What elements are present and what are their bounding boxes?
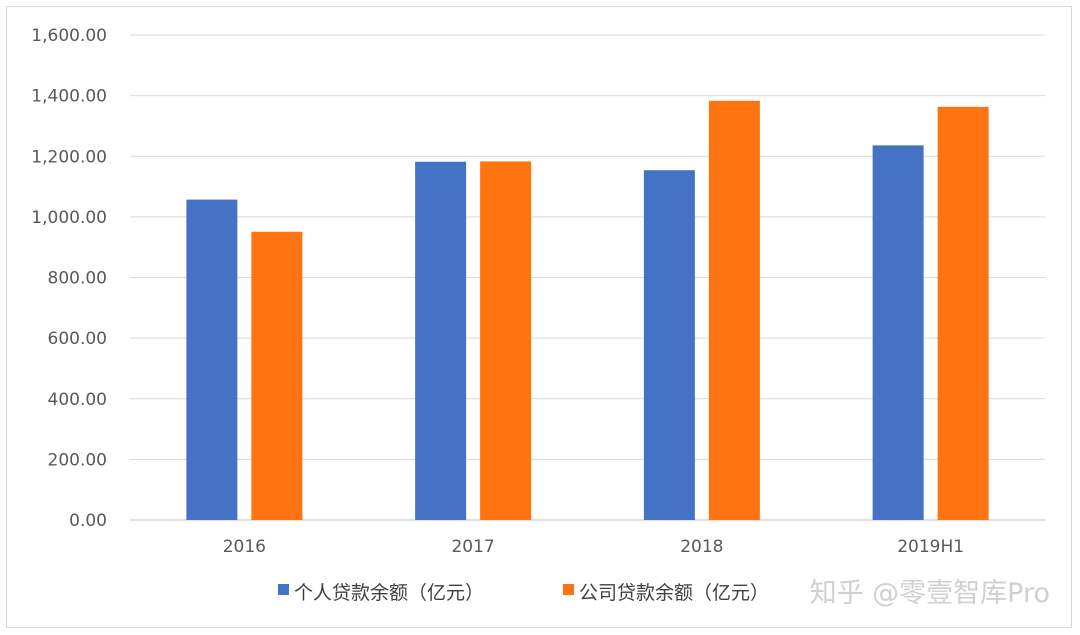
bar-2016-personal: [186, 199, 238, 521]
bar-2018-personal: [643, 170, 695, 520]
y-tick-label: 200.00: [48, 450, 107, 470]
y-tick-label: 600.00: [48, 329, 107, 349]
y-tick-label: 1,200.00: [31, 147, 107, 167]
y-tick-label: 1,400.00: [31, 87, 107, 107]
y-tick-label: 1,000.00: [31, 208, 107, 228]
legend-swatch: [278, 584, 289, 595]
watermark: 知乎 @零壹智库Pro: [810, 578, 1050, 609]
y-tick-label: 800.00: [48, 269, 107, 289]
bar-2017-personal: [415, 161, 467, 521]
y-axis-ticks: 0.00 200.00 400.00 600.00 800.00 1,000.00 1,20…: [31, 26, 107, 531]
bar-2017-corporate: [480, 161, 532, 520]
y-tick-label: 1,600.00: [31, 26, 107, 46]
y-tick-label: 0.00: [69, 511, 107, 531]
x-tick-label: 2016: [223, 537, 266, 557]
y-tick-label: 400.00: [48, 390, 107, 410]
legend-label: 公司贷款余额（亿元）: [579, 582, 769, 604]
legend-swatch: [563, 584, 574, 595]
bar-2016-corporate: [251, 231, 303, 520]
x-axis-ticks: 2016 2017 2018 2019H1: [223, 537, 964, 557]
x-tick-label: 2018: [680, 537, 723, 557]
bar-2019H1-corporate: [937, 106, 989, 520]
bar-2018-corporate: [708, 100, 760, 520]
bars: [186, 100, 989, 521]
x-tick-label: 2017: [451, 537, 494, 557]
bar-2019H1-personal: [872, 145, 924, 520]
x-tick-label: 2019H1: [897, 537, 964, 557]
legend-label: 个人贷款余额（亿元）: [294, 582, 484, 604]
legend: 个人贷款余额（亿元） 公司贷款余额（亿元）: [278, 582, 769, 604]
